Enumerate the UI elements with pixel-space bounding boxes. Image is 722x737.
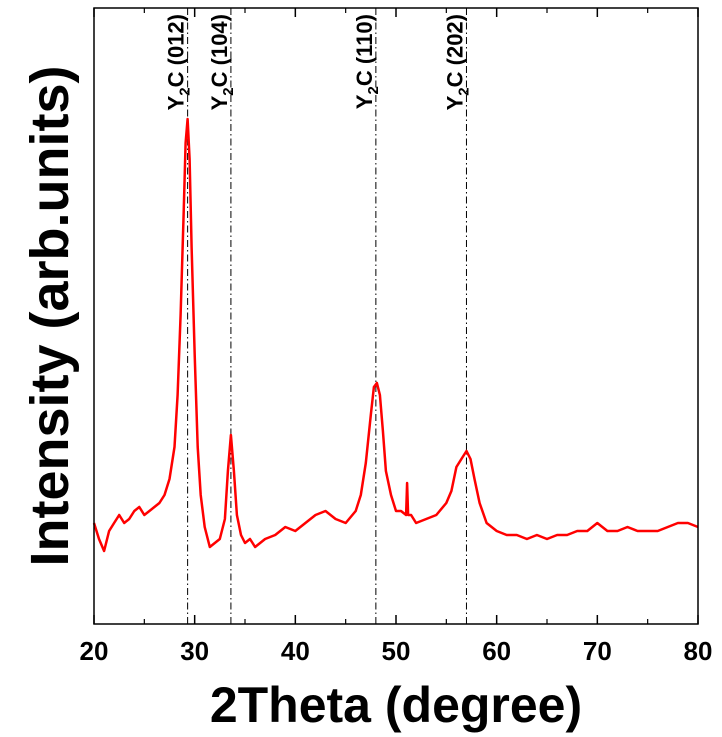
series-layer xyxy=(92,117,699,553)
x-axis-label: 2Theta (degree) xyxy=(210,677,582,733)
x-tick-label-3: 50 xyxy=(382,636,411,666)
series-line-0 xyxy=(92,117,699,553)
peak-label-2: Y2C (110) xyxy=(352,14,382,109)
peak-label-1: Y2C (104) xyxy=(207,14,237,110)
peak-label-0: Y2C (012) xyxy=(164,14,194,110)
peak-annotations: Y2C (012) Y2C (104) Y2C (110) Y2C (202) xyxy=(164,14,473,110)
x-tick-label-5: 70 xyxy=(583,636,612,666)
x-tick-label-2: 40 xyxy=(281,636,310,666)
x-tick-label-0: 20 xyxy=(80,636,109,666)
y-axis-label: Intensity (arb.units) xyxy=(20,65,80,566)
peak-label-3: Y2C (202) xyxy=(442,14,472,110)
x-tick-label-6: 80 xyxy=(684,636,713,666)
x-tick-label-1: 30 xyxy=(180,636,209,666)
x-tick-label-4: 60 xyxy=(482,636,511,666)
reference-lines xyxy=(187,8,467,624)
x-axis-ticks: 20 30 40 50 60 70 80 xyxy=(80,8,713,666)
